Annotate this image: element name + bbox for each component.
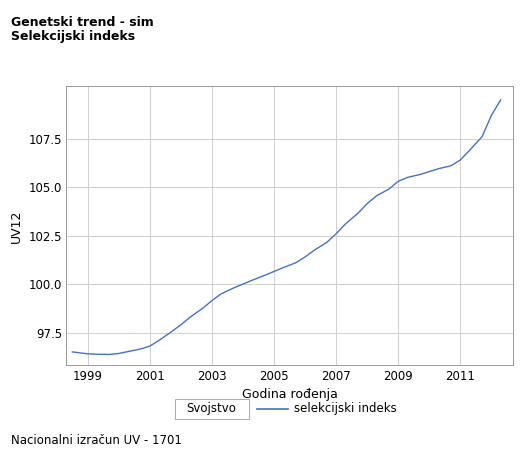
Text: Genetski trend - sim: Genetski trend - sim	[11, 16, 153, 29]
Y-axis label: UV12: UV12	[10, 209, 23, 242]
Text: Nacionalni izračun UV - 1701: Nacionalni izračun UV - 1701	[11, 434, 181, 447]
X-axis label: Godina rođenja: Godina rođenja	[242, 388, 338, 401]
Text: selekcijski indeks: selekcijski indeks	[294, 402, 396, 415]
Text: Selekcijski indeks: Selekcijski indeks	[11, 30, 135, 43]
Text: Svojstvo: Svojstvo	[187, 402, 236, 415]
